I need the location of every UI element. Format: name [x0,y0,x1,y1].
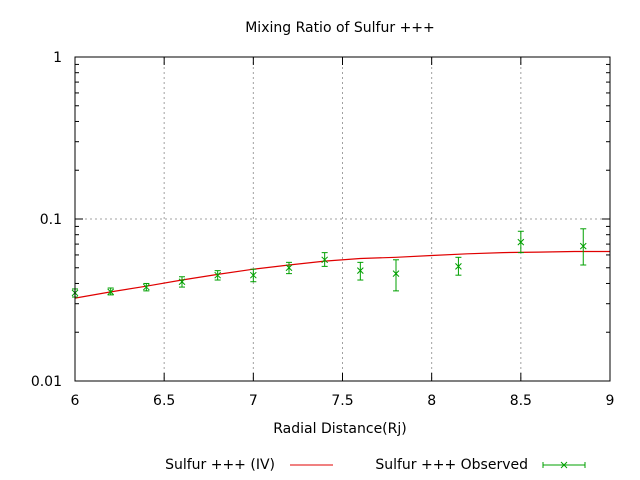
legend-label-observed: Sulfur +++ Observed [375,457,528,473]
chart-title: Mixing Ratio of Sulfur +++ [245,20,435,36]
y-tick-label: 1 [53,50,62,66]
x-tick-label: 7.5 [331,393,353,409]
observed-point [249,268,257,283]
observed-point [142,282,150,292]
point-marker [142,283,150,291]
x-tick-label: 7 [249,393,258,409]
point-marker [214,271,222,279]
x-tick-label: 6.5 [153,393,175,409]
point-marker [321,256,329,264]
plot-frame [74,56,611,382]
point-marker [356,267,364,274]
observed-point [392,259,400,292]
point-marker [392,270,400,277]
x-tick-label: 8.5 [510,393,532,409]
observed-point [285,261,293,275]
y-tick-label: 0.1 [40,212,62,228]
observed-point [178,276,186,288]
point-marker [249,271,257,279]
x-tick-label: 8 [427,393,436,409]
point-marker [560,461,568,469]
grid [75,57,610,381]
y-axis: 0.01 0.1 1 [31,50,610,390]
observed-point [579,228,587,266]
x-tick-label: 9 [606,393,615,409]
observed-point [214,270,222,281]
point-marker [455,263,462,270]
point-marker [579,242,587,250]
observed-point [517,230,525,254]
observed-point [455,256,462,276]
y-tick-label: 0.01 [31,374,62,390]
point-marker [107,288,115,296]
observed-point [321,252,329,267]
point-marker [517,238,525,246]
x-tick-label: 6 [71,393,80,409]
x-axis-label: Radial Distance(Rj) [273,421,406,437]
legend-label-line: Sulfur +++ (IV) [165,457,275,473]
plot-series [71,228,610,299]
point-marker [178,278,186,286]
point-marker [285,264,293,272]
observed-point [356,261,364,281]
observed-point [107,287,115,296]
legend-swatch-observed [542,461,586,469]
legend: Sulfur +++ (IV) Sulfur +++ Observed [165,457,586,473]
